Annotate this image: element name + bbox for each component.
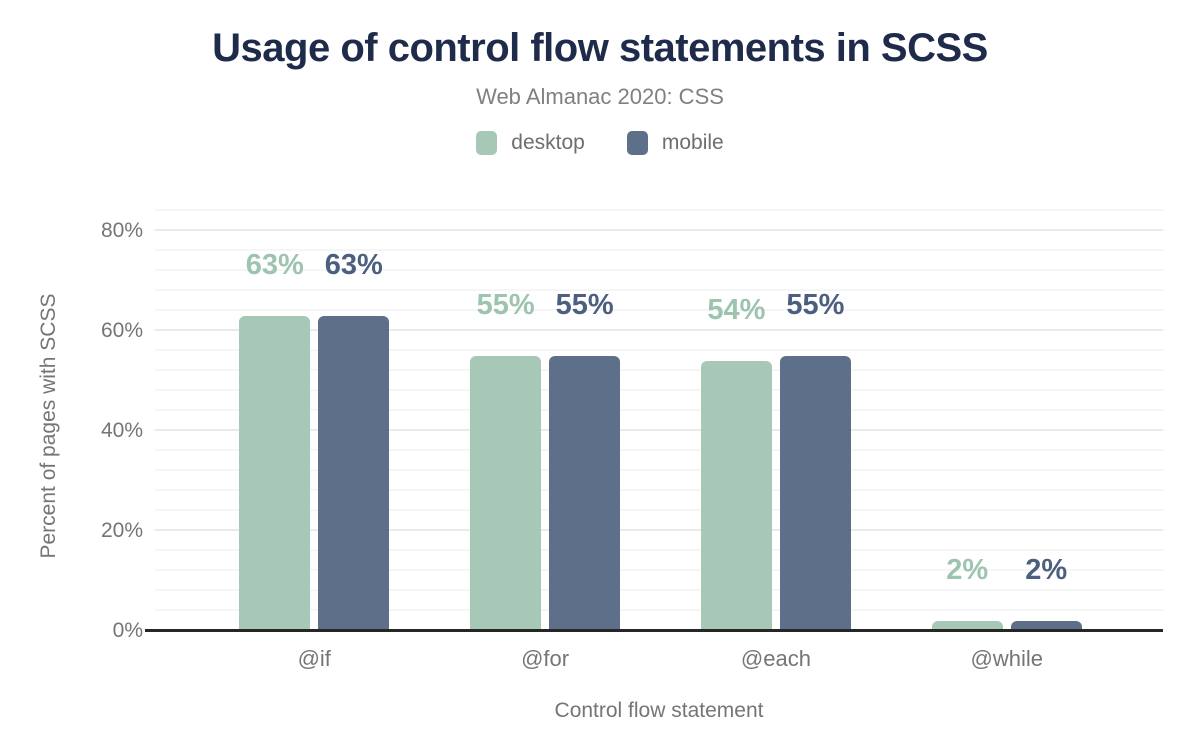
gridline-minor (155, 509, 1163, 511)
legend-label: mobile (661, 131, 724, 154)
y-axis-title: Percent of pages with SCSS (37, 293, 60, 559)
gridline-major (155, 529, 1163, 531)
bar-desktop-for (470, 356, 542, 631)
x-tick-label: @for (521, 646, 570, 671)
x-axis-title: Control flow statement (554, 699, 764, 722)
chart-figure: Usage of control flow statements in SCSS… (0, 26, 1200, 742)
bar-mobile-while (1010, 621, 1082, 631)
bar-value-label: 63% (245, 249, 304, 281)
legend-item-mobile: mobile (626, 131, 724, 155)
bar-mobile-for (549, 356, 621, 631)
gridline-minor (155, 209, 1163, 211)
bar-value-label: 55% (476, 289, 535, 321)
y-tick-label: 60% (100, 319, 143, 342)
x-tick-label: @while (970, 646, 1043, 671)
chart-subtitle: Web Almanac 2020: CSS (476, 84, 724, 109)
gridline-minor (155, 589, 1163, 591)
gridline-minor (155, 389, 1163, 391)
chart-title: Usage of control flow statements in SCSS (212, 26, 988, 70)
bar-mobile-if (318, 316, 390, 631)
y-tick-label: 20% (100, 519, 143, 542)
x-tick-label: @if (297, 646, 331, 671)
bar-value-label: 63% (324, 249, 383, 281)
y-tick-label: 80% (100, 219, 143, 242)
gridline-minor (155, 309, 1163, 311)
bar-desktop-while (931, 621, 1003, 631)
bar-mobile-each (779, 356, 851, 631)
gridline-major (155, 229, 1163, 231)
bar-value-label: 2% (1025, 554, 1068, 586)
gridline-minor (155, 489, 1163, 491)
x-tick-label: @each (740, 646, 811, 671)
bar-value-label: 55% (555, 289, 614, 321)
x-axis-line (145, 629, 1163, 632)
gridline-major (155, 429, 1163, 431)
gridline-minor (155, 569, 1163, 571)
legend-swatch-desktop (476, 131, 498, 155)
gridline-minor (155, 549, 1163, 551)
y-tick-label: 0% (112, 619, 143, 642)
bar-value-label: 2% (946, 554, 989, 586)
legend: desktop mobile (0, 131, 1200, 155)
gridline-minor (155, 449, 1163, 451)
plot-area: Percent of pages with SCSS Control flow … (37, 201, 1163, 722)
gridline-minor (155, 289, 1163, 291)
legend-item-desktop: desktop (476, 131, 585, 155)
gridline-minor (155, 349, 1163, 351)
gridline-minor (155, 609, 1163, 611)
legend-label: desktop (511, 131, 585, 154)
gridline-minor (155, 269, 1163, 271)
legend-swatch-mobile (626, 131, 648, 155)
gridline-minor (155, 409, 1163, 411)
y-tick-label: 40% (100, 419, 143, 442)
gridline-minor (155, 249, 1163, 251)
gridline-minor (155, 469, 1163, 471)
gridline-minor (155, 369, 1163, 371)
bar-desktop-each (700, 361, 772, 631)
bar-value-label: 54% (707, 294, 766, 326)
bar-value-label: 55% (786, 289, 845, 321)
gridline-major (155, 329, 1163, 331)
bar-desktop-if (239, 316, 311, 631)
